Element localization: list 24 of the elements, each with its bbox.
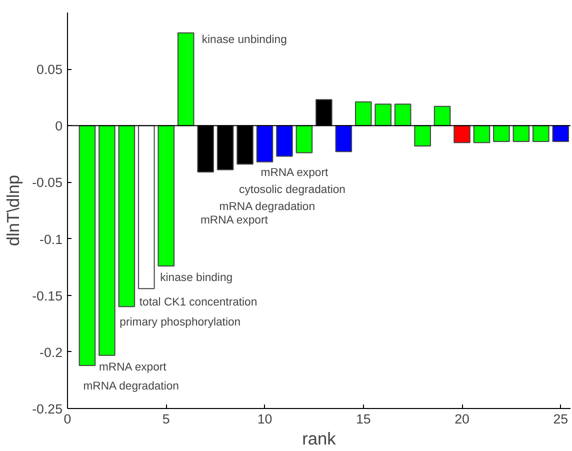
annotation: kinase unbinding — [202, 34, 287, 46]
annotation: cytosolic degradation — [239, 184, 346, 196]
annotation: mRNA degradation — [219, 200, 316, 213]
x-axis-title: rank — [302, 428, 336, 448]
x-tick-label: 10 — [257, 412, 272, 426]
y-tick-label: -0.2 — [40, 344, 62, 360]
y-tick-label: -0.25 — [32, 402, 63, 416]
annotation: mRNA export — [98, 361, 168, 374]
annotation: mRNA degradation — [83, 380, 179, 393]
x-tick-label: 25 — [553, 412, 568, 426]
annotation: mRNA export — [200, 214, 269, 226]
annotation: kinase binding — [160, 272, 233, 284]
x-tick-label: 5 — [162, 412, 170, 426]
y-axis-title: dlnT\dlnp — [3, 174, 24, 246]
x-tick-label: 15 — [356, 412, 371, 426]
x-tick-label: 20 — [454, 412, 470, 426]
y-tick-label: -0.15 — [32, 288, 63, 304]
annotation: total CK1 concentration — [139, 296, 258, 309]
y-tick-label: 0 — [55, 118, 63, 134]
y-tick-label: 0.05 — [36, 62, 63, 78]
annotation: mRNA export — [260, 166, 329, 179]
y-tick-label: -0.05 — [32, 175, 63, 190]
annotation: primary phosphorylation — [120, 316, 241, 329]
y-tick-label: -0.1 — [40, 232, 62, 247]
